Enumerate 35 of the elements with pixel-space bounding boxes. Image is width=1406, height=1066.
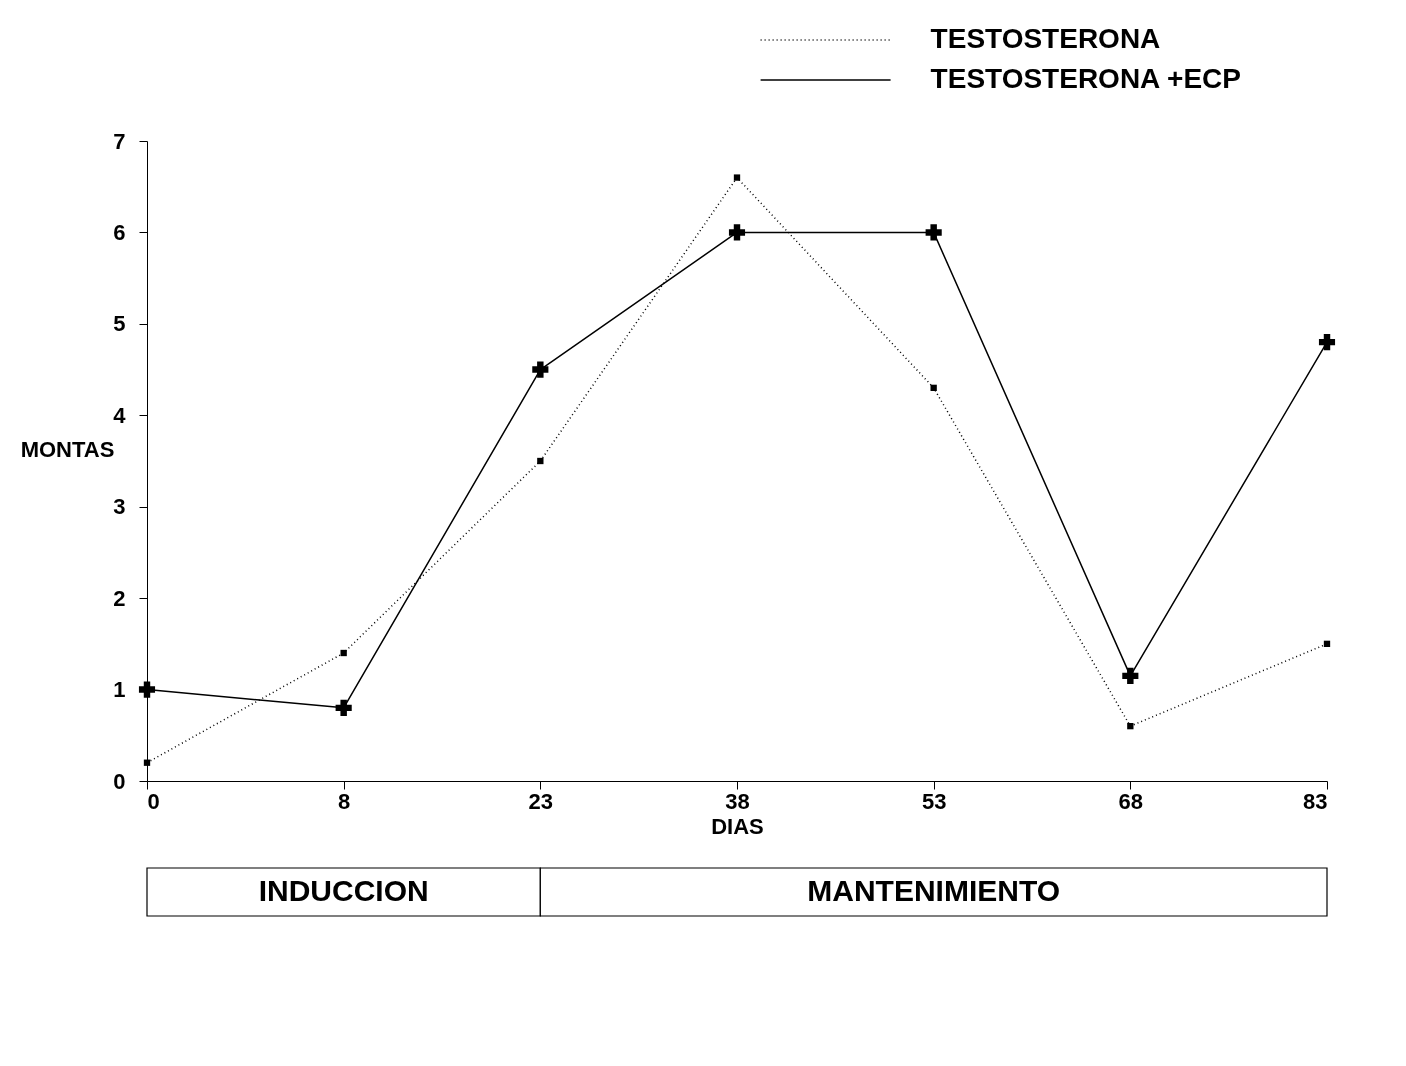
- x-axis-title: DIAS: [711, 813, 764, 839]
- legend-label: TESTOSTERONA +ECP: [930, 63, 1242, 94]
- point: [930, 384, 937, 392]
- point: [532, 361, 549, 378]
- y-tick-label: 4: [113, 402, 127, 428]
- y-tick-label: 2: [113, 585, 126, 611]
- y-axis-title: MONTAS: [20, 436, 115, 462]
- point: [143, 759, 151, 766]
- legend-label: TESTOSTERONA: [930, 23, 1161, 54]
- point: [1323, 640, 1331, 648]
- x-tick-label: 68: [1118, 788, 1144, 814]
- y-tick-label: 7: [113, 128, 126, 154]
- point: [335, 699, 352, 716]
- x-tick-label: 8: [338, 788, 351, 814]
- point: [1318, 334, 1336, 351]
- point: [138, 681, 156, 698]
- point: [537, 457, 544, 465]
- x-tick-label: 83: [1303, 788, 1328, 814]
- text: INDUCCION: [258, 874, 429, 907]
- text: MANTENIMIENTO: [807, 874, 1061, 907]
- y-tick-label: 1: [113, 677, 126, 703]
- x-tick-label: 23: [528, 788, 554, 814]
- y-tick-label: 6: [113, 219, 126, 245]
- point: [728, 224, 746, 241]
- x-tick-label: 53: [921, 788, 947, 814]
- point: [733, 174, 741, 181]
- point: [340, 649, 347, 657]
- x-tick-label: 0: [147, 788, 160, 814]
- point: [1122, 667, 1139, 684]
- point: [1127, 722, 1134, 730]
- y-tick-label: 0: [113, 768, 126, 794]
- point: [925, 224, 942, 241]
- y-tick-label: 5: [113, 311, 126, 337]
- x-tick-label: 38: [725, 788, 750, 814]
- y-tick-label: 3: [113, 494, 126, 520]
